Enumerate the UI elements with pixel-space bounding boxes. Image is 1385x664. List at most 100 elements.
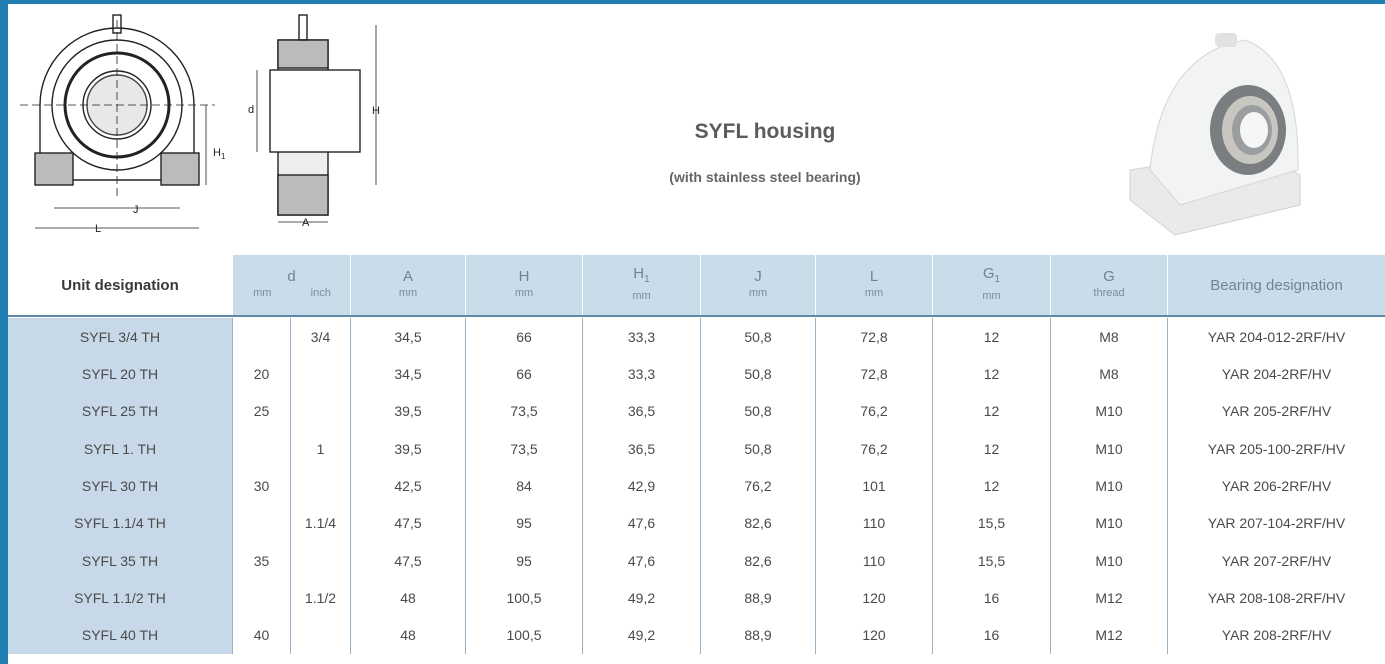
table-cell: 12 xyxy=(932,355,1050,393)
table-cell xyxy=(290,393,350,431)
table-cell: YAR 204-012-2RF/HV xyxy=(1167,318,1385,356)
table-cell: 76,2 xyxy=(815,430,932,468)
table-cell: 33,3 xyxy=(582,318,700,356)
header-label-sub: 1 xyxy=(644,274,650,285)
table-cell: M10 xyxy=(1050,467,1167,505)
header-label: L xyxy=(870,268,878,285)
table-cell: YAR 206-2RF/HV xyxy=(1167,467,1385,505)
table-cell: 42,9 xyxy=(582,467,700,505)
table-cell: 66 xyxy=(465,355,582,393)
header-label-text: H xyxy=(519,268,530,285)
header-label-text: G xyxy=(1103,268,1115,285)
header-unit: thread xyxy=(1093,285,1124,302)
table-cell: YAR 207-2RF/HV xyxy=(1167,542,1385,580)
table-cell: 72,8 xyxy=(815,355,932,393)
header-label: J xyxy=(754,268,762,285)
table-cell: SYFL 1.1/2 TH xyxy=(8,579,232,617)
table-cell: 1 xyxy=(290,430,350,468)
label-text: H xyxy=(213,147,221,159)
table-cell: 120 xyxy=(815,616,932,654)
table-cell: 76,2 xyxy=(700,467,815,505)
table-cell: SYFL 30 TH xyxy=(8,467,232,505)
table-cell: 120 xyxy=(815,579,932,617)
table-cell: SYFL 20 TH xyxy=(8,355,232,393)
table-cell: 110 xyxy=(815,505,932,543)
table-cell: 15,5 xyxy=(932,542,1050,580)
table-cell: 82,6 xyxy=(700,505,815,543)
table-cell: 30 xyxy=(232,467,290,505)
table-cell: 47,6 xyxy=(582,542,700,580)
table-cell: 95 xyxy=(465,505,582,543)
table-cell: 47,5 xyxy=(350,505,465,543)
table-cell: 76,2 xyxy=(815,393,932,431)
header-unit: mm xyxy=(865,285,883,302)
table-cell: 95 xyxy=(465,542,582,580)
table-cell: 40 xyxy=(232,616,290,654)
table-cell: 50,8 xyxy=(700,430,815,468)
product-photo xyxy=(1120,30,1305,245)
table-cell xyxy=(232,579,290,617)
table-cell xyxy=(290,355,350,393)
table-cell: 73,5 xyxy=(465,393,582,431)
table-cell: 12 xyxy=(932,467,1050,505)
table-cell: YAR 208-2RF/HV xyxy=(1167,616,1385,654)
table-cell: SYFL 3/4 TH xyxy=(8,318,232,356)
table-cell: 35 xyxy=(232,542,290,580)
table-cell: 1.1/4 xyxy=(290,505,350,543)
header-label: d xyxy=(287,268,295,285)
table-cell: SYFL 1. TH xyxy=(8,430,232,468)
front-view: H1 J L xyxy=(20,15,226,235)
table-cell: 15,5 xyxy=(932,505,1050,543)
subtitle: (with stainless steel bearing) xyxy=(600,169,930,185)
header-label: H xyxy=(519,268,530,285)
header-unit: mm xyxy=(632,288,650,305)
header-unit: mm xyxy=(749,285,767,302)
table-cell: 20 xyxy=(232,355,290,393)
header-unit: mm xyxy=(982,288,1000,305)
table-cell: 101 xyxy=(815,467,932,505)
table-cell: 73,5 xyxy=(465,430,582,468)
header-label-text: Bearing designation xyxy=(1210,277,1343,294)
header-label-text: L xyxy=(870,268,878,285)
header-label: Bearing designation xyxy=(1210,277,1343,294)
table-cell: 12 xyxy=(932,430,1050,468)
title: SYFL housing xyxy=(600,120,930,144)
table-cell: 49,2 xyxy=(582,616,700,654)
header-cell: Bearing designation xyxy=(1167,255,1385,315)
table-cell: 39,5 xyxy=(350,430,465,468)
header-label-text: G xyxy=(983,265,995,282)
header-unit: mm xyxy=(399,285,417,302)
table-cell: 36,5 xyxy=(582,393,700,431)
table-cell: 42,5 xyxy=(350,467,465,505)
table-cell: 16 xyxy=(932,579,1050,617)
page: H1 J L d H A SYFL housing (with stainles… xyxy=(0,0,1385,664)
table-cell: M10 xyxy=(1050,393,1167,431)
table-cell: YAR 205-2RF/HV xyxy=(1167,393,1385,431)
header-unit: mm xyxy=(233,285,292,302)
table-cell: M10 xyxy=(1050,430,1167,468)
drawing-label: L xyxy=(95,223,101,235)
table-cell: 110 xyxy=(815,542,932,580)
drawing-label: d xyxy=(248,104,254,116)
frame-top xyxy=(0,0,1385,4)
table-cell: 12 xyxy=(932,318,1050,356)
table-cell: 12 xyxy=(932,393,1050,431)
header-label: G1 xyxy=(983,265,1000,288)
table-cell: SYFL 35 TH xyxy=(8,542,232,580)
table-cell: M12 xyxy=(1050,616,1167,654)
table-cell: 16 xyxy=(932,616,1050,654)
table-cell: M8 xyxy=(1050,318,1167,356)
table-cell: 25 xyxy=(232,393,290,431)
table-cell: SYFL 40 TH xyxy=(8,616,232,654)
technical-drawing: H1 J L d H A xyxy=(20,10,390,240)
header-label-text: H xyxy=(633,265,644,282)
header-label-text: d xyxy=(287,268,295,285)
header-label: A xyxy=(403,268,413,285)
